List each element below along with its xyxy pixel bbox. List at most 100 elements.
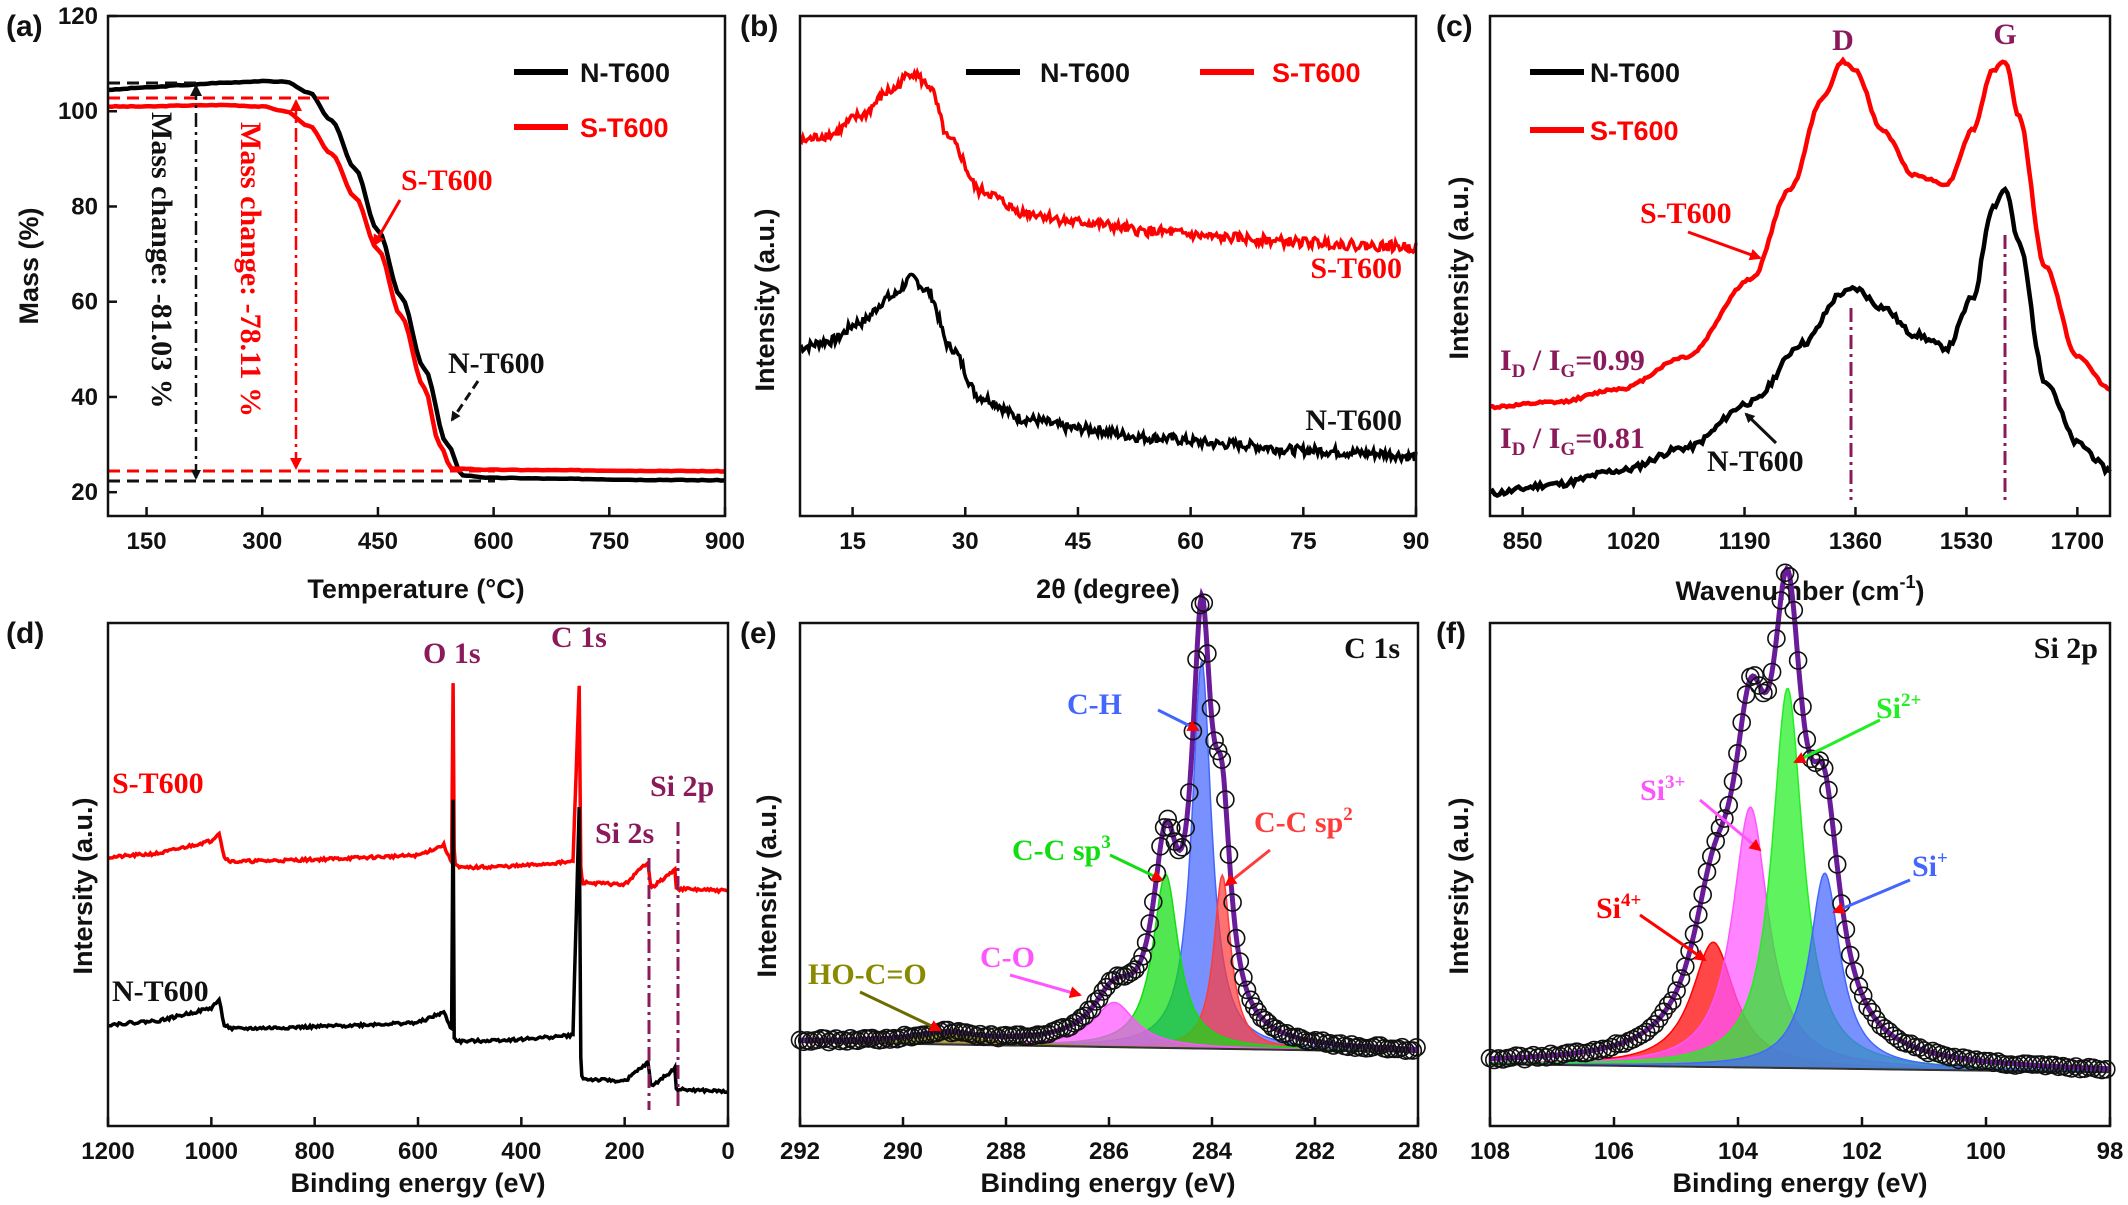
raw-data-point — [1758, 681, 1778, 700]
raw-data-point — [1827, 855, 1847, 874]
c-c-sp3-label: C-C sp3 — [1012, 832, 1111, 867]
panel-b-series — [798, 66, 1418, 466]
raw-data-point — [1144, 892, 1163, 912]
panel-b: N-T600 S-T600 S-T600 N-T600 15 30 45 60 75 90… — [740, 10, 1429, 604]
panel-a: Mass change: -81.03 % Mass change: -78.1… — [6, 3, 745, 604]
raw-data-point — [1784, 600, 1804, 620]
raw-data-point — [1823, 817, 1843, 837]
panel-f-pointers — [1639, 718, 1911, 962]
y-axis-label-c: Intensity (a.u.) — [1444, 176, 1474, 359]
panel-a-legend: N-T600 S-T600 — [514, 58, 670, 143]
c-c-sp3-pointer — [1109, 853, 1164, 882]
y-axis-label-e: Intensity (a.u.) — [752, 794, 782, 977]
raw-data-point — [1190, 595, 1210, 615]
x-axis-label-e: Binding energy (eV) — [980, 1168, 1235, 1198]
raw-data-point — [1888, 1029, 1908, 1049]
raw-data-point — [1208, 741, 1228, 761]
raw-data-point — [1176, 818, 1195, 838]
n-t600-pointer — [450, 380, 480, 422]
panel-d-x-tick-label: 400 — [501, 1138, 541, 1165]
c-o-label: C-O — [980, 941, 1035, 974]
raw-data-point — [1306, 1031, 1325, 1050]
panel-label-e: (e) — [740, 617, 777, 650]
panel-a-y-tick-label: 120 — [58, 3, 98, 30]
raw-data-point — [1162, 818, 1181, 838]
mass-change-red-label: Mass change: -78.11 % — [234, 122, 267, 417]
panel-a-y-tick-label: 100 — [58, 98, 98, 125]
o1s-label: O 1s — [423, 637, 481, 670]
raw-data-point — [1914, 1041, 1934, 1060]
legend-label-n-t600: N-T600 — [1590, 58, 1680, 88]
panel-a-x-ticks: 150 300 450 600 750 900 — [127, 507, 745, 555]
panel-c-x-tick-label: 850 — [1503, 528, 1543, 555]
panel-e-x-tick-label: 288 — [986, 1138, 1026, 1165]
panel-a-x-tick-label: 300 — [242, 528, 282, 555]
si2-label: Si2+ — [1876, 690, 1921, 725]
si2-pointer — [1793, 718, 1881, 764]
raw-data-point — [1158, 809, 1177, 829]
raw-data-point — [1732, 713, 1751, 732]
panel-d-x-tick-label: 1200 — [81, 1138, 134, 1165]
panel-d-x-tick-label: 1000 — [185, 1138, 238, 1165]
raw-data-point — [1797, 730, 1817, 749]
panel-a-x-tick-label: 900 — [705, 528, 745, 555]
raw-data-point — [1133, 946, 1152, 966]
raw-data-point — [1201, 698, 1221, 718]
x-axis-label-a: Temperature (°C) — [307, 574, 524, 604]
panel-a-series — [107, 78, 726, 483]
panel-c-x-tick-label: 1190 — [1718, 528, 1770, 555]
line-s-t600 — [798, 66, 1418, 255]
raw-data-point — [1723, 772, 1743, 791]
panel-e-pointers — [859, 708, 1271, 1032]
panel-e-x-tick-label: 292 — [780, 1138, 820, 1165]
panel-a-x-tick-label: 150 — [127, 528, 167, 555]
panel-b-frame — [798, 14, 1418, 518]
raw-data-point — [1219, 845, 1239, 865]
raw-data-point — [1775, 563, 1795, 583]
legend-label-s-t600: S-T600 — [1590, 116, 1679, 146]
panel-d-x-tick-label: 600 — [398, 1138, 438, 1165]
raw-data-point — [1223, 893, 1242, 912]
y-axis-label-d: Intersity (a.u.) — [68, 797, 98, 974]
panel-c-x-tick-label: 1700 — [2051, 528, 2104, 555]
raw-data-point — [1537, 1048, 1556, 1067]
ho-c-o-label: HO-C=O — [808, 958, 927, 991]
raw-data-point — [1154, 818, 1174, 837]
raw-data-point — [837, 1032, 857, 1051]
legend-label-n-t600: N-T600 — [580, 58, 670, 88]
panel-e-series — [790, 587, 1426, 1060]
raw-data-point — [1819, 780, 1838, 800]
raw-data-point — [1628, 1027, 1647, 1047]
panel-b-x-tick-label: 75 — [1290, 528, 1317, 555]
panel-e-x-ticks: 292 290 288 286 284 282 280 — [780, 1117, 1438, 1165]
raw-data-point — [1858, 997, 1877, 1017]
panel-b-x-tick-label: 45 — [1065, 528, 1092, 555]
y-axis-label-a: Mass (%) — [14, 207, 44, 324]
panel-e: C-H C-C sp3 C-C sp2 C-O HO-C=O C 1s 292 2… — [740, 587, 1438, 1198]
legend-label-s-t600: S-T600 — [580, 113, 669, 143]
raw-data-point — [1324, 1036, 1343, 1055]
panel-b-x-tick-label: 90 — [1403, 528, 1430, 555]
raw-data-point — [1836, 920, 1856, 939]
panel-c-x-ticks: 850 1020 1190 1360 1530 1700 — [1503, 507, 2104, 555]
panel-c-frame — [1488, 14, 2112, 518]
raw-data-point — [841, 1029, 860, 1048]
raw-data-point — [1194, 593, 1214, 613]
x-axis-label-b: 2θ (degree) — [1036, 574, 1180, 604]
raw-data-point — [1320, 1034, 1340, 1053]
panel-d-series — [107, 683, 729, 1095]
raw-data-point — [1728, 743, 1747, 763]
c-o-pointer — [1009, 973, 1082, 999]
raw-data-point — [1226, 928, 1246, 948]
raw-data-point — [1602, 1037, 1621, 1057]
raw-data-point — [1407, 1038, 1426, 1057]
panel-f-x-tick-label: 98 — [2097, 1138, 2124, 1165]
panel-f-series — [1480, 563, 2116, 1080]
raw-data-point — [1719, 795, 1738, 815]
raw-data-point — [2097, 1060, 2116, 1079]
panel-a-frame — [106, 14, 727, 518]
raw-data-point — [978, 1026, 997, 1046]
panel-a-y-tick-label: 20 — [71, 479, 98, 506]
raw-data-point — [1693, 885, 1712, 905]
raw-data-point — [1180, 783, 1199, 802]
